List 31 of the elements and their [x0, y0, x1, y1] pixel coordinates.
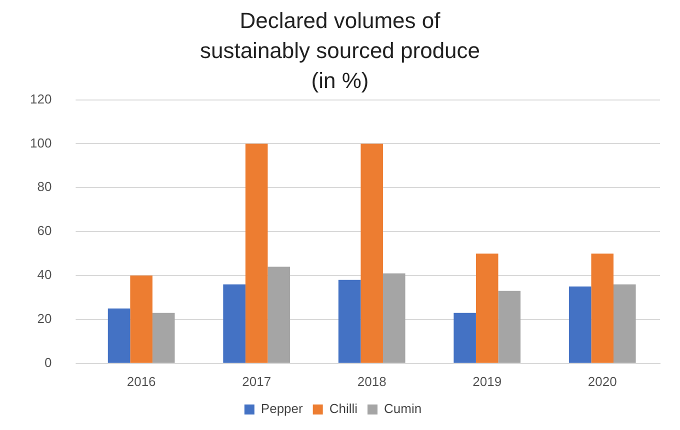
x-tick-label: 2018 — [357, 374, 386, 389]
bar — [130, 276, 152, 363]
bar — [152, 312, 175, 363]
bar — [591, 254, 614, 363]
chart-title: Declared volumes of sustainably sourced produce (in %) — [198, 7, 482, 95]
bar — [360, 144, 383, 363]
bar — [268, 266, 290, 363]
y-tick-label: 100 — [30, 135, 52, 150]
bar — [382, 273, 406, 363]
bar — [245, 144, 268, 363]
bar — [223, 284, 246, 363]
legend-label: Cumin — [384, 401, 422, 416]
x-tick-label: 2020 — [588, 374, 617, 389]
x-tick-label: 2019 — [472, 374, 502, 389]
bar — [568, 286, 592, 363]
bar — [454, 312, 476, 363]
bar — [476, 254, 498, 363]
bar — [108, 308, 130, 363]
legend-label: Chilli — [329, 401, 358, 416]
bar — [614, 284, 636, 363]
legend-label: Pepper — [260, 401, 304, 416]
y-tick-label: 0 — [44, 354, 52, 370]
y-tick-label: 60 — [37, 223, 52, 238]
y-tick-label: 80 — [37, 179, 52, 194]
bar — [338, 280, 361, 363]
y-tick-label: 20 — [37, 311, 52, 326]
y-tick-label: 120 — [30, 91, 52, 106]
x-tick-label: 2017 — [242, 374, 272, 389]
bar — [498, 290, 521, 363]
y-tick-label: 40 — [37, 267, 52, 282]
x-tick-label: 2016 — [126, 374, 156, 389]
